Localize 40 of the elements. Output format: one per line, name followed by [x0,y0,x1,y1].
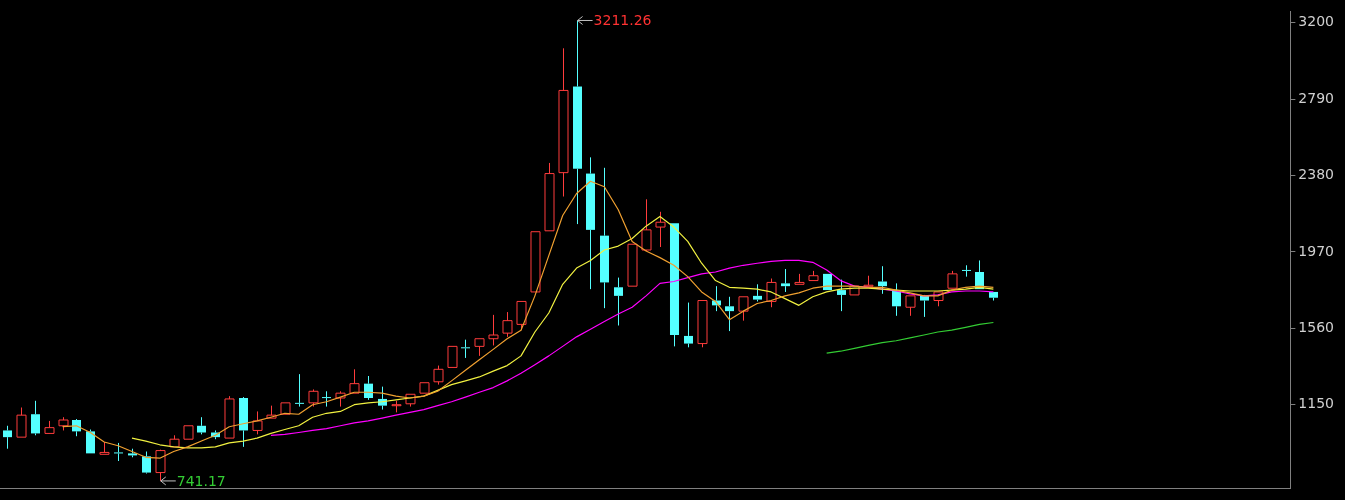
candlestick [572,19,583,225]
candlestick [599,167,610,309]
candlestick [613,277,624,326]
candlestick [2,425,13,450]
candlestick [891,282,902,317]
candlestick [961,264,972,278]
y-tick-label: 3200 [1298,13,1335,30]
y-tick-label: 2380 [1298,166,1335,183]
candlestick [169,434,180,448]
candlestick [683,302,694,348]
candlestick [30,400,41,436]
candlestick [266,405,277,419]
candlestick [460,339,471,359]
candlestick [294,373,305,408]
y-tick-label: 1560 [1298,318,1335,335]
candlestick [321,390,332,408]
candlestick [669,223,680,347]
candlestick [363,375,374,401]
candlestick [335,390,346,408]
y-tick-label: 1970 [1298,242,1335,259]
candlestick [238,398,249,448]
candlestick [99,441,110,455]
candlestick [655,211,666,248]
candlestick [863,275,874,287]
candlestick [488,314,499,346]
candlestick [919,295,930,318]
candlestick [752,283,763,302]
candlestick [724,296,735,332]
candlestick [585,156,596,290]
candlestick [349,368,360,394]
candlestick [405,393,416,408]
candlestick [836,279,847,312]
y-tick-label: 2790 [1298,89,1335,106]
annotation: 3211.26 [593,12,652,29]
y-tick-label: 1150 [1298,395,1335,412]
candlestick [474,338,485,357]
annotation: 741.17 [176,472,226,489]
candlestick [544,162,555,232]
candlestick [780,268,791,293]
candlestick [988,291,999,302]
